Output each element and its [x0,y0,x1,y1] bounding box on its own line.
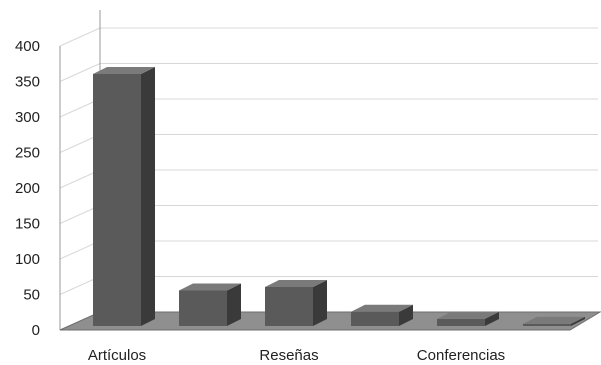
bar-top-2 [265,279,327,287]
gridline-side-400 [59,27,101,47]
bar-front-3 [351,311,399,326]
bar-top-0 [93,66,155,74]
bar-side-1 [227,283,241,326]
bar-front-0 [93,73,141,326]
bar-top-1 [179,283,241,291]
y-tick-label: 0 [32,322,40,339]
bar-side-4 [485,311,499,326]
y-tick-label: 350 [15,74,40,91]
bar-front-2 [265,286,313,326]
bar-front-5 [523,323,571,326]
y-tick-label: 200 [15,180,40,197]
y-tick-label: 50 [23,287,40,304]
bar-top-4 [437,311,499,319]
x-tick-label: Reseñas [259,347,318,364]
bar-side-2 [313,279,327,326]
y-tick-label: 400 [15,38,40,55]
x-tick-label: Artículos [88,347,146,364]
bar-top-3 [351,304,413,312]
x-tick-label: Conferencias [417,347,505,364]
y-tick-label: 150 [15,216,40,233]
gridline-side-350 [59,63,101,82]
bar-front-1 [179,290,227,326]
bar-front-4 [437,318,485,326]
bar-side-0 [141,66,155,326]
bar-side-3 [399,304,413,326]
y-tick-label: 250 [15,145,40,162]
bar-side-5 [571,316,585,326]
y-tick-label: 100 [15,251,40,268]
y-tick-label: 300 [15,109,40,126]
bar-top-5 [523,316,585,324]
